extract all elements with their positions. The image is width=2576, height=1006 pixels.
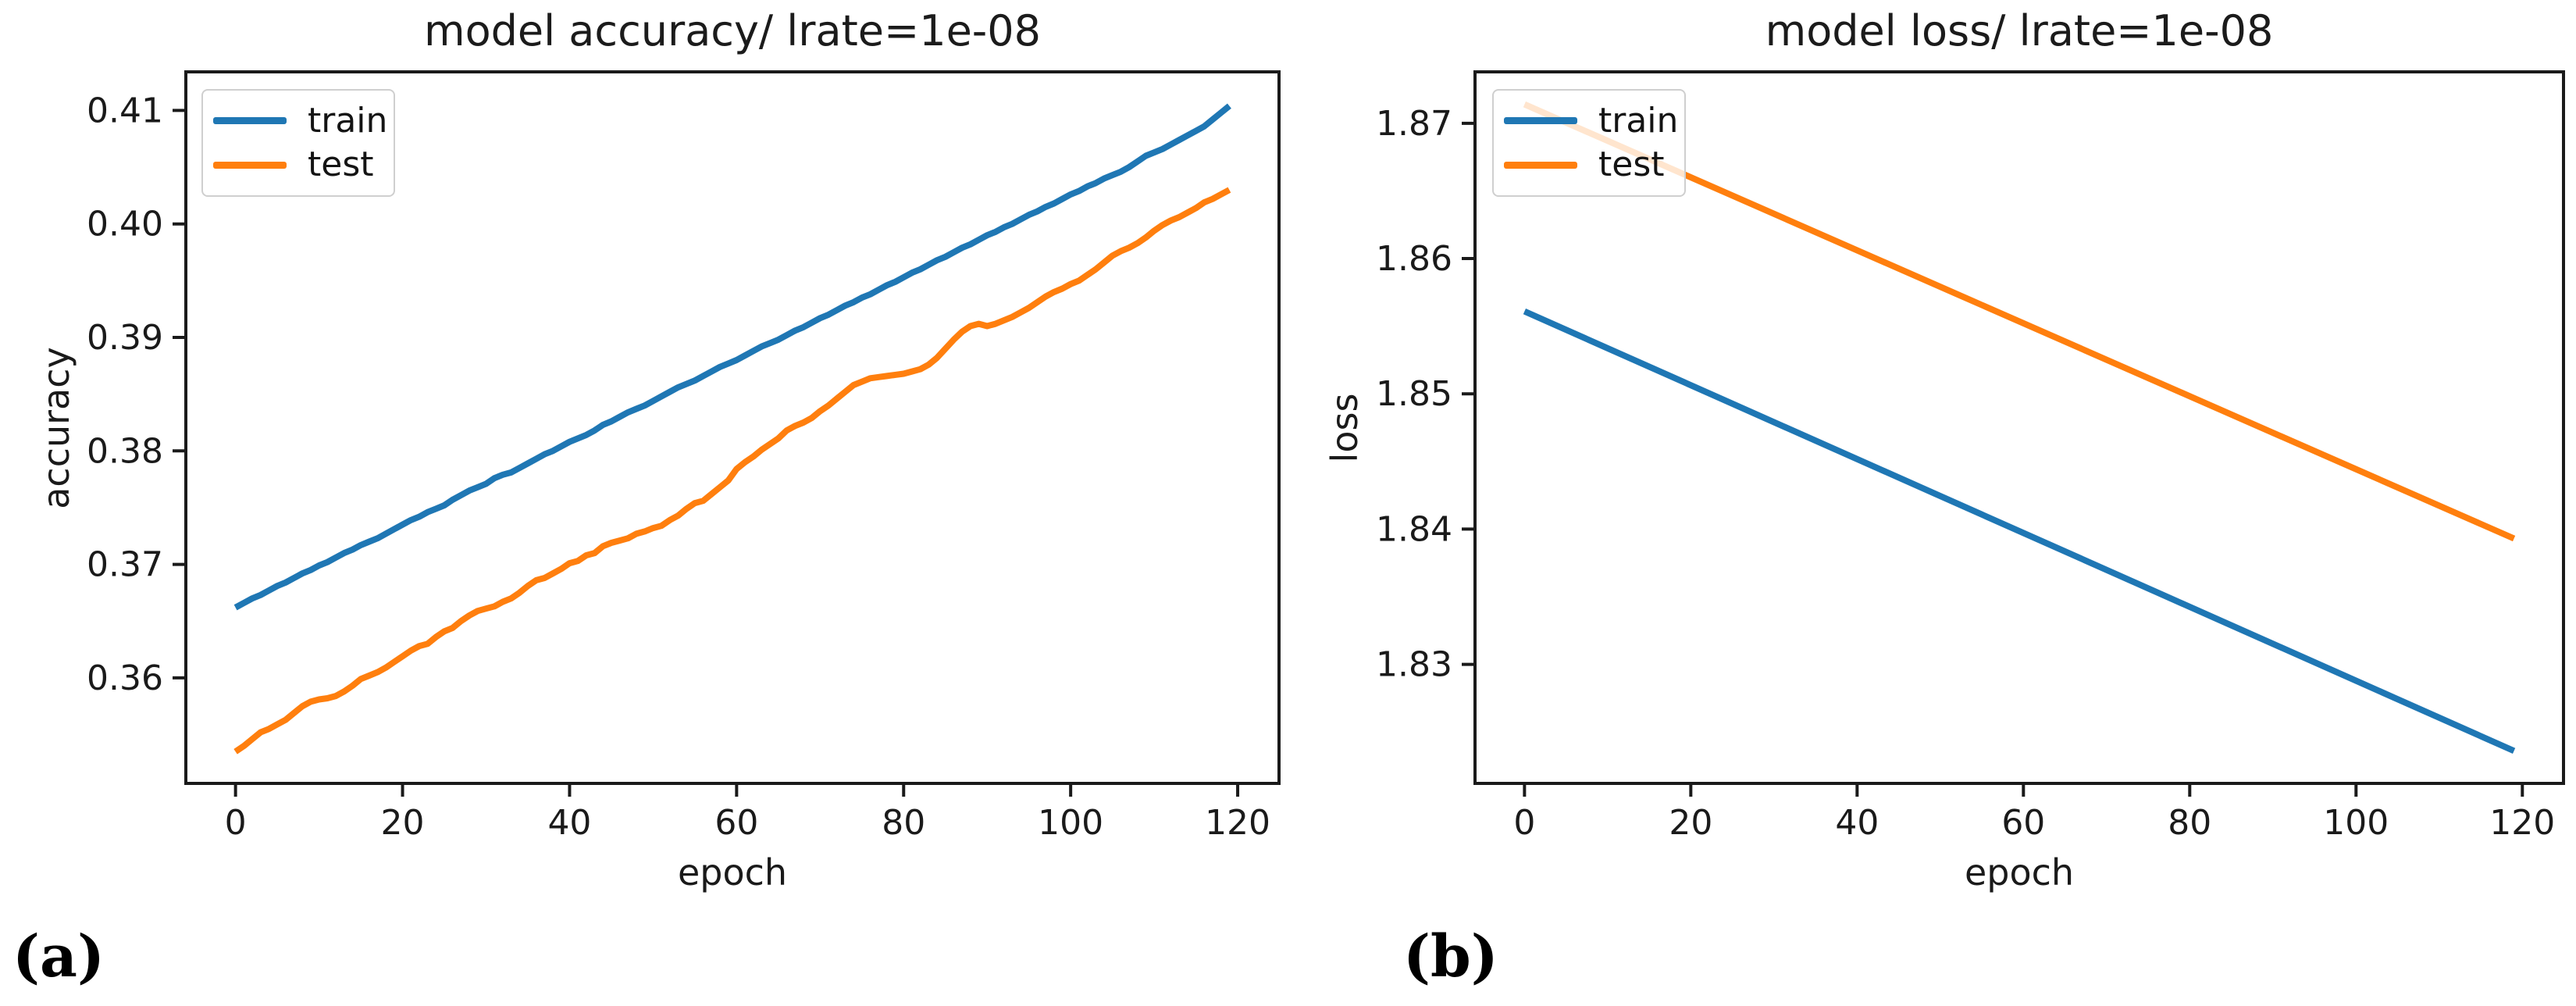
- accuracy-y-tick-label: 0.36: [87, 658, 163, 698]
- accuracy-y-tick-label: 0.37: [87, 545, 163, 585]
- test-line-swatch: [1504, 161, 1577, 169]
- accuracy-x-axis-label: epoch: [677, 851, 788, 894]
- train-line-swatch: [213, 117, 287, 125]
- loss-axes-frame: [1473, 70, 2565, 785]
- loss-y-tick-label: 1.86: [1376, 239, 1452, 279]
- loss-x-tick-label: 80: [2168, 803, 2211, 843]
- loss-y-tick-label: 1.85: [1376, 374, 1452, 414]
- legend-entry-train: train: [1504, 100, 1684, 141]
- loss-test-line: [1523, 101, 2516, 542]
- legend-label-test: test: [308, 144, 374, 185]
- accuracy-x-tick-label: 80: [882, 803, 925, 843]
- accuracy-x-tick-label: 100: [1038, 803, 1103, 843]
- loss-x-axis-label: epoch: [1964, 851, 2075, 894]
- loss-x-tick-label: 0: [1513, 803, 1535, 843]
- legend-entry-test: test: [1504, 148, 1684, 182]
- accuracy-x-tick-label: 120: [1205, 803, 1270, 843]
- loss-x-tick-label: 20: [1669, 803, 1712, 843]
- accuracy-legend: train test: [201, 89, 395, 197]
- legend-label-train: train: [308, 100, 388, 141]
- loss-x-tick-label: 60: [2001, 803, 2045, 843]
- legend-entry-test: test: [213, 148, 394, 182]
- loss-chart-title: model loss/ lrate=1e-08: [1765, 6, 2274, 55]
- accuracy-x-tick-label: 20: [381, 803, 425, 843]
- accuracy-axes-frame: [184, 70, 1281, 785]
- accuracy-chart-title: model accuracy/ lrate=1e-08: [423, 6, 1041, 55]
- test-line-swatch: [213, 161, 287, 169]
- loss-x-tick-label: 120: [2489, 803, 2555, 843]
- legend-label-test: test: [1598, 144, 1665, 185]
- accuracy-train-line: [233, 103, 1231, 611]
- legend-label-train: train: [1598, 100, 1679, 141]
- accuracy-test-line: [233, 187, 1231, 754]
- accuracy-y-tick-label: 0.39: [87, 318, 163, 358]
- loss-y-tick-label: 1.84: [1376, 509, 1452, 549]
- loss-legend: train test: [1492, 89, 1686, 197]
- accuracy-y-tick-label: 0.41: [87, 91, 163, 130]
- loss-y-tick-label: 1.87: [1376, 104, 1452, 144]
- loss-x-tick-label: 100: [2323, 803, 2389, 843]
- accuracy-x-tick-label: 0: [225, 803, 247, 843]
- accuracy-x-tick-label: 60: [714, 803, 758, 843]
- loss-train-line: [1523, 308, 2516, 754]
- legend-entry-train: train: [213, 100, 394, 141]
- accuracy-y-tick-label: 0.38: [87, 431, 163, 471]
- accuracy-y-axis-label: accuracy: [35, 347, 77, 509]
- loss-y-tick-label: 1.83: [1376, 645, 1452, 685]
- train-line-swatch: [1504, 117, 1577, 125]
- loss-x-tick-label: 40: [1835, 803, 1879, 843]
- accuracy-x-tick-label: 40: [547, 803, 591, 843]
- caption-panel-b: (b): [1403, 923, 1498, 990]
- accuracy-y-tick-label: 0.40: [87, 205, 163, 244]
- loss-y-axis-label: loss: [1324, 393, 1366, 463]
- caption-panel-a: (a): [12, 923, 105, 990]
